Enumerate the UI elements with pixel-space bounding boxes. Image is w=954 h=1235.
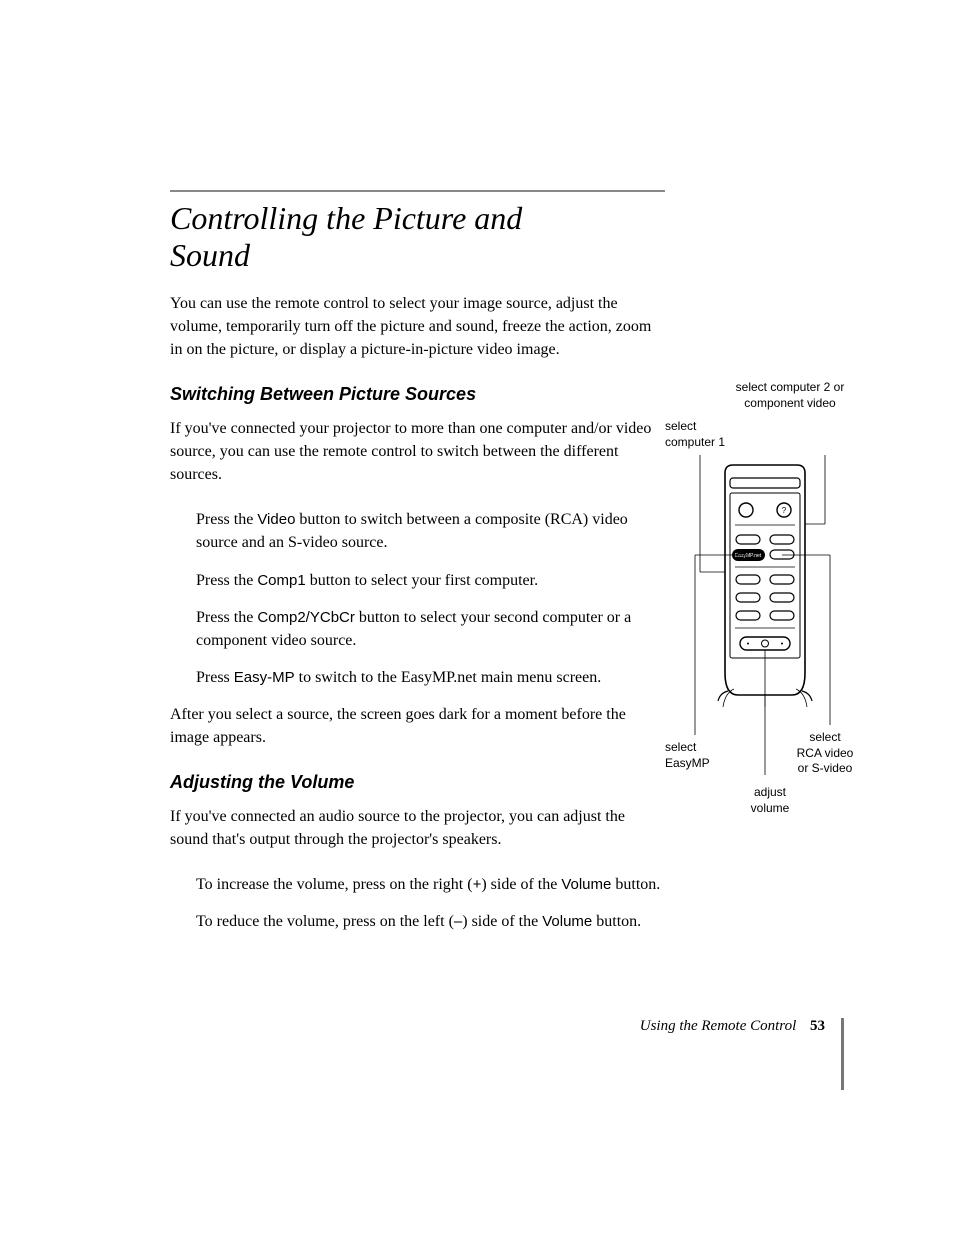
text: select computer 2 or: [736, 380, 845, 394]
section-heading-sources: Switching Between Picture Sources: [170, 384, 665, 405]
section1-outro: After you select a source, the screen go…: [170, 703, 665, 749]
page-footer: Using the Remote Control 53: [640, 1018, 844, 1090]
intro-paragraph: You can use the remote control to select…: [170, 292, 665, 362]
button-name-comp1: Comp1: [257, 572, 305, 589]
svg-text:?: ?: [782, 506, 787, 515]
text: select: [665, 740, 696, 754]
button-name-volume: Volume: [561, 876, 611, 893]
section2-intro: If you've connected an audio source to t…: [170, 805, 665, 851]
text: ) side of the: [462, 913, 542, 930]
text: Press the: [196, 609, 257, 626]
text: button to select your first computer.: [306, 572, 538, 589]
text: Press the: [196, 572, 257, 589]
text: button.: [611, 876, 660, 893]
label-easymp: select EasyMP: [665, 740, 710, 771]
text: component video: [744, 396, 835, 410]
text: adjust: [754, 785, 786, 799]
page-number: 53: [810, 1018, 825, 1034]
minus-symbol: –: [454, 913, 462, 930]
footer-text: Using the Remote Control: [640, 1018, 797, 1034]
text: select: [665, 419, 696, 433]
bullet-volume-down: To reduce the volume, press on the left …: [196, 910, 665, 933]
main-column: Controlling the Picture and Sound You ca…: [170, 190, 665, 933]
page-title: Controlling the Picture and Sound: [170, 190, 665, 274]
text: select: [809, 730, 840, 744]
text: computer 1: [665, 435, 725, 449]
text: Press the: [196, 511, 257, 528]
label-volume: adjust volume: [730, 785, 810, 816]
bullet-comp1: Press the Comp1 button to select your fi…: [196, 569, 665, 592]
text: To reduce the volume, press on the left …: [196, 913, 454, 930]
text: to switch to the EasyMP.net main menu sc…: [295, 669, 602, 686]
bullet-easymp: Press Easy-MP to switch to the EasyMP.ne…: [196, 666, 665, 689]
button-name-volume: Volume: [542, 913, 592, 930]
text: volume: [751, 801, 790, 815]
text: RCA video: [797, 746, 854, 760]
section-heading-volume: Adjusting the Volume: [170, 772, 665, 793]
text: or S-video: [798, 761, 853, 775]
bullet-video: Press the Video button to switch between…: [196, 508, 665, 554]
label-comp2: select computer 2 or component video: [710, 380, 870, 411]
button-name-video: Video: [257, 511, 295, 528]
button-name-easymp: Easy-MP: [234, 669, 295, 686]
text: To increase the volume, press on the rig…: [196, 876, 473, 893]
text: ) side of the: [481, 876, 561, 893]
document-page: Controlling the Picture and Sound You ca…: [0, 0, 954, 1235]
svg-text:EasyMP.net: EasyMP.net: [735, 553, 762, 559]
text: button.: [592, 913, 641, 930]
label-rca: select RCA video or S-video: [780, 730, 870, 777]
text: Press: [196, 669, 234, 686]
button-name-comp2: Comp2/YCbCr: [257, 609, 355, 626]
text: EasyMP: [665, 756, 710, 770]
bullet-volume-up: To increase the volume, press on the rig…: [196, 873, 665, 896]
section1-intro: If you've connected your projector to mo…: [170, 417, 665, 487]
bullet-comp2: Press the Comp2/YCbCr button to select y…: [196, 606, 665, 652]
label-comp1: select computer 1: [665, 419, 725, 450]
